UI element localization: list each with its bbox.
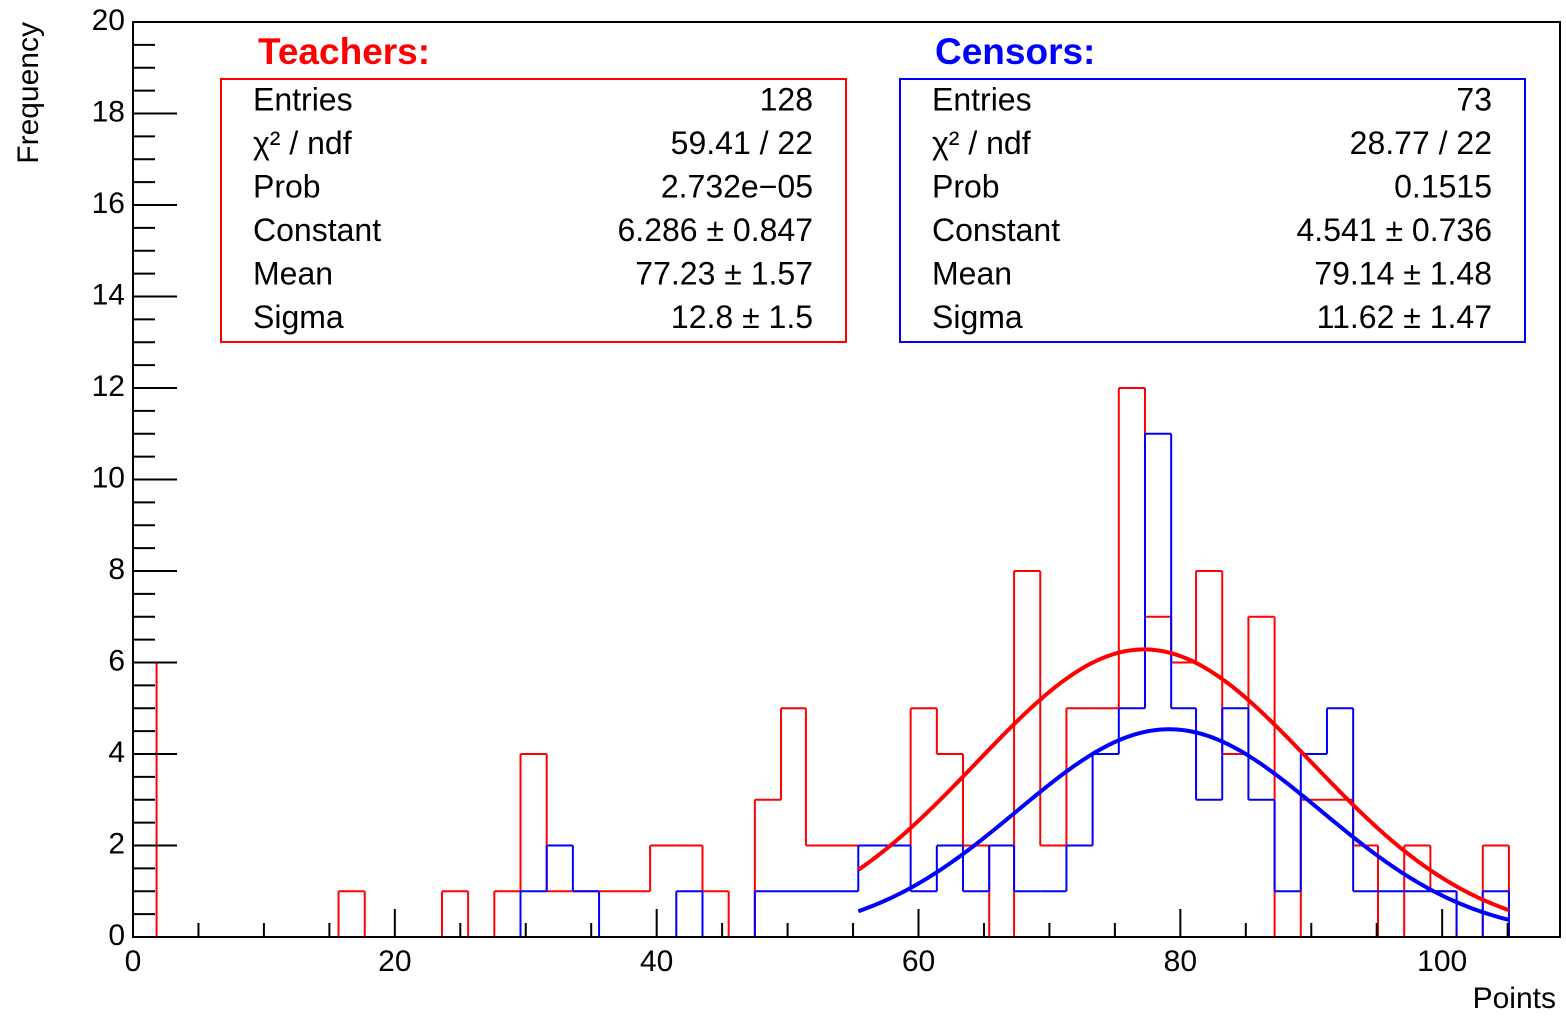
- fit-curve: [857, 647, 1510, 913]
- stat-label: Prob: [932, 168, 1000, 204]
- stats-box: [220, 78, 847, 343]
- y-tick-label: 20: [92, 4, 125, 37]
- y-tick-label: 0: [108, 919, 125, 952]
- stat-label: Sigma: [932, 299, 1023, 335]
- y-tick-label: 12: [92, 370, 125, 403]
- stat-value: 0.1515: [1394, 168, 1492, 204]
- legend-title: Teachers:: [258, 31, 430, 72]
- stat-value: 79.14 ± 1.48: [1314, 255, 1492, 291]
- y-tick-label: 18: [92, 95, 125, 128]
- stat-value: 28.77 / 22: [1350, 125, 1492, 161]
- stat-label: Sigma: [253, 299, 344, 335]
- stat-label: Constant: [932, 212, 1060, 248]
- stat-label: Entries: [932, 81, 1032, 117]
- y-tick-label: 8: [108, 553, 125, 586]
- stat-label: Entries: [253, 81, 353, 117]
- stat-value: 59.41 / 22: [671, 125, 813, 161]
- x-tick-label: 80: [1164, 945, 1197, 978]
- x-tick-label: 40: [640, 945, 673, 978]
- fit-curve: [857, 727, 1510, 922]
- x-tick-label: 0: [125, 945, 142, 978]
- stats-box: [899, 78, 1526, 343]
- stat-value: 6.286 ± 0.847: [618, 212, 814, 248]
- y-axis-label: Frequency: [12, 22, 45, 164]
- stat-label: χ² / ndf: [253, 125, 352, 161]
- x-axis-label: Points: [1473, 982, 1556, 1015]
- stat-value: 128: [760, 81, 813, 117]
- stat-value: 2.732e−05: [661, 168, 813, 204]
- x-tick-label: 100: [1417, 945, 1467, 978]
- y-tick-label: 4: [108, 736, 125, 769]
- stat-label: Mean: [253, 255, 333, 291]
- y-tick-label: 10: [92, 461, 125, 494]
- stat-value: 12.8 ± 1.5: [671, 299, 813, 335]
- y-tick-label: 6: [108, 644, 125, 677]
- stat-label: Constant: [253, 212, 381, 248]
- stat-value: 73: [1456, 81, 1492, 117]
- stat-value: 11.62 ± 1.47: [1317, 299, 1492, 335]
- y-tick-label: 14: [92, 278, 125, 311]
- stat-label: χ² / ndf: [932, 125, 1031, 161]
- stat-value: 4.541 ± 0.736: [1297, 212, 1493, 248]
- x-tick-label: 60: [902, 945, 935, 978]
- stat-value: 77.23 ± 1.57: [635, 255, 813, 291]
- y-tick-label: 16: [92, 187, 125, 220]
- x-tick-label: 20: [378, 945, 411, 978]
- legend-title: Censors:: [935, 31, 1095, 72]
- y-tick-label: 2: [108, 827, 125, 860]
- stat-label: Mean: [932, 255, 1012, 291]
- stat-label: Prob: [253, 168, 321, 204]
